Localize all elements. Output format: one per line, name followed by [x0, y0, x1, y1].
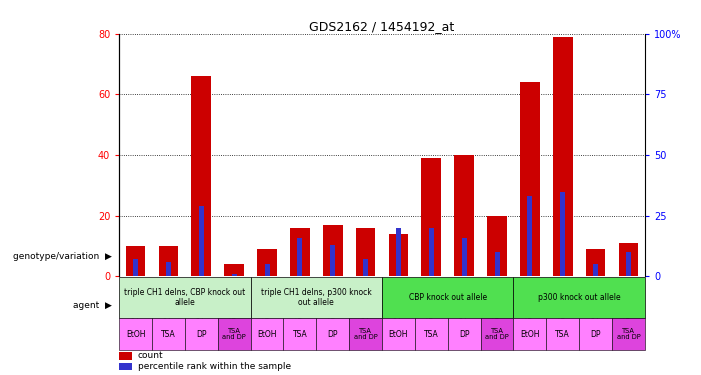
- Bar: [158, 246, 178, 276]
- Text: DP: DP: [327, 330, 338, 339]
- Bar: [388, 234, 409, 276]
- Text: TSA
and DP: TSA and DP: [354, 328, 378, 340]
- Bar: [612, 318, 645, 350]
- Text: CBP knock out allele: CBP knock out allele: [409, 293, 486, 302]
- Text: TSA
and DP: TSA and DP: [222, 328, 246, 340]
- Bar: [330, 245, 335, 276]
- Text: agent  ▶: agent ▶: [74, 301, 112, 310]
- Bar: [349, 318, 382, 350]
- Bar: [133, 260, 138, 276]
- Bar: [119, 363, 132, 370]
- Text: TSA: TSA: [292, 330, 307, 339]
- Bar: [264, 264, 269, 276]
- Bar: [514, 277, 645, 318]
- Bar: [448, 318, 481, 350]
- Bar: [251, 318, 283, 350]
- Bar: [514, 318, 546, 350]
- Bar: [396, 228, 401, 276]
- Bar: [579, 318, 612, 350]
- Bar: [421, 158, 441, 276]
- Bar: [619, 243, 639, 276]
- Text: TSA: TSA: [555, 330, 570, 339]
- Bar: [487, 216, 507, 276]
- Bar: [356, 228, 376, 276]
- Bar: [316, 318, 349, 350]
- Bar: [586, 249, 606, 276]
- Bar: [199, 206, 204, 276]
- Text: EtOH: EtOH: [520, 330, 540, 339]
- Bar: [232, 274, 237, 276]
- Bar: [553, 37, 573, 276]
- Text: TSA
and DP: TSA and DP: [485, 328, 509, 340]
- Bar: [297, 238, 302, 276]
- Bar: [626, 252, 631, 276]
- Bar: [185, 318, 218, 350]
- Bar: [119, 318, 152, 350]
- Text: count: count: [137, 351, 163, 360]
- Bar: [546, 318, 579, 350]
- Text: EtOH: EtOH: [389, 330, 408, 339]
- Bar: [481, 318, 514, 350]
- Text: TSA: TSA: [161, 330, 176, 339]
- Bar: [251, 277, 382, 318]
- Bar: [593, 264, 598, 276]
- Text: triple CH1 delns, CBP knock out
allele: triple CH1 delns, CBP knock out allele: [124, 288, 245, 307]
- Bar: [323, 225, 343, 276]
- Text: triple CH1 delns, p300 knock
out allele: triple CH1 delns, p300 knock out allele: [261, 288, 372, 307]
- Bar: [224, 264, 244, 276]
- Bar: [495, 252, 500, 276]
- Bar: [527, 196, 532, 276]
- Text: percentile rank within the sample: percentile rank within the sample: [137, 362, 291, 371]
- Text: DP: DP: [590, 330, 601, 339]
- Bar: [166, 262, 171, 276]
- Text: TSA: TSA: [424, 330, 439, 339]
- Bar: [382, 318, 415, 350]
- Bar: [290, 228, 310, 276]
- Bar: [382, 277, 514, 318]
- Bar: [119, 352, 132, 360]
- Bar: [257, 249, 277, 276]
- Text: DP: DP: [196, 330, 207, 339]
- Bar: [520, 82, 540, 276]
- Bar: [152, 318, 185, 350]
- Bar: [462, 238, 467, 276]
- Bar: [454, 155, 474, 276]
- Bar: [125, 246, 146, 276]
- Text: genotype/variation  ▶: genotype/variation ▶: [13, 252, 112, 261]
- Text: p300 knock out allele: p300 knock out allele: [538, 293, 620, 302]
- Bar: [218, 318, 251, 350]
- Bar: [119, 277, 251, 318]
- Text: EtOH: EtOH: [126, 330, 145, 339]
- Bar: [283, 318, 316, 350]
- Text: EtOH: EtOH: [257, 330, 277, 339]
- Text: TSA
and DP: TSA and DP: [617, 328, 641, 340]
- Bar: [429, 228, 434, 276]
- Bar: [560, 192, 565, 276]
- Bar: [415, 318, 448, 350]
- Text: DP: DP: [459, 330, 470, 339]
- Title: GDS2162 / 1454192_at: GDS2162 / 1454192_at: [309, 20, 455, 33]
- Bar: [363, 260, 368, 276]
- Bar: [191, 76, 211, 276]
